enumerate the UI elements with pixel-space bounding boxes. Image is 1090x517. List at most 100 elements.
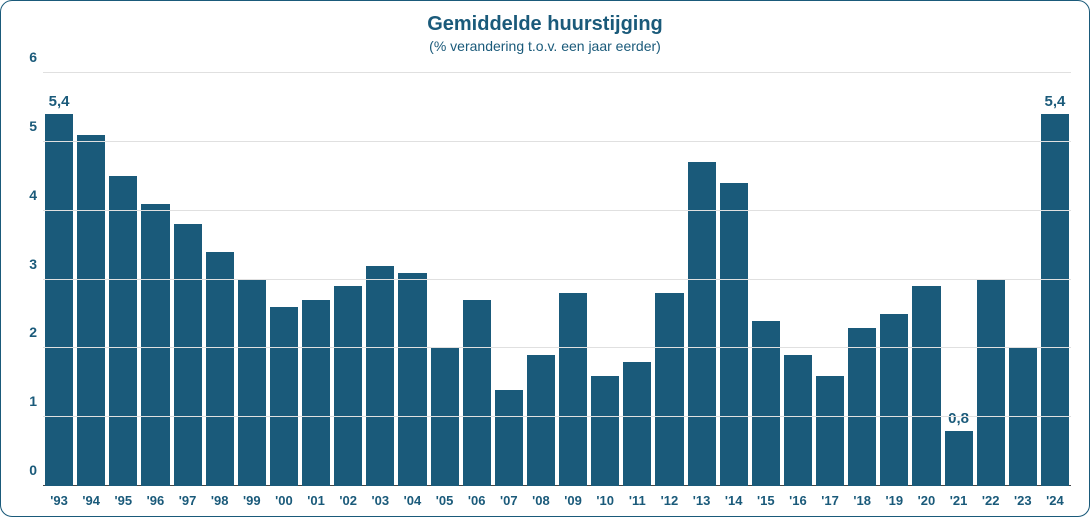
gridline [43, 210, 1071, 211]
bar-slot [270, 73, 298, 486]
x-tick-label: '01 [302, 493, 330, 508]
bar [655, 293, 683, 486]
bar-slot: 0,8 [945, 73, 973, 486]
bars-row: 5,4 0,8 5,4 [43, 73, 1071, 486]
bar [848, 328, 876, 486]
bar-slot [977, 73, 1005, 486]
y-tick-label: 6 [29, 49, 37, 65]
bar-slot [206, 73, 234, 486]
bar-slot [302, 73, 330, 486]
x-tick-label: '11 [623, 493, 651, 508]
y-tick-label: 1 [29, 393, 37, 409]
bar [1009, 348, 1037, 486]
bar-slot [495, 73, 523, 486]
y-tick-label: 0 [29, 462, 37, 478]
bar-value-label: 5,4 [1045, 93, 1066, 110]
plot-area: 5,40,85,4 0123456 [43, 73, 1071, 486]
x-tick-label: '07 [495, 493, 523, 508]
bar-slot [109, 73, 137, 486]
bar-slot [655, 73, 683, 486]
bar-slot [912, 73, 940, 486]
gridline [43, 416, 1071, 417]
x-tick-label: '04 [398, 493, 426, 508]
y-tick-label: 2 [29, 324, 37, 340]
chart-title: Gemiddelde huurstijging [21, 13, 1069, 36]
x-tick-label: '15 [752, 493, 780, 508]
gridline [43, 347, 1071, 348]
x-tick-label: '16 [784, 493, 812, 508]
x-tick-label: '13 [688, 493, 716, 508]
bar-slot [141, 73, 169, 486]
x-tick-label: '05 [431, 493, 459, 508]
y-tick-label: 3 [29, 256, 37, 272]
bar [206, 252, 234, 486]
y-tick-label: 5 [29, 118, 37, 134]
x-tick-label: '06 [463, 493, 491, 508]
chart-subtitle: (% verandering t.o.v. een jaar eerder) [21, 38, 1069, 54]
x-tick-label: '12 [655, 493, 683, 508]
x-tick-label: '97 [174, 493, 202, 508]
bar-slot [463, 73, 491, 486]
bar [495, 390, 523, 486]
bar [623, 362, 651, 486]
bar [784, 355, 812, 486]
chart-container: Gemiddelde huurstijging (% verandering t… [0, 0, 1090, 517]
bar [174, 224, 202, 486]
bar [463, 300, 491, 486]
x-tick-label: '23 [1009, 493, 1037, 508]
bar-slot [848, 73, 876, 486]
bar-slot [334, 73, 362, 486]
x-tick-label: '96 [141, 493, 169, 508]
x-tick-label: '94 [77, 493, 105, 508]
bar-slot [1009, 73, 1037, 486]
bar-slot [527, 73, 555, 486]
bar [945, 431, 973, 486]
x-tick-label: '20 [912, 493, 940, 508]
x-tick-label: '22 [977, 493, 1005, 508]
bar-slot [238, 73, 266, 486]
x-tick-label: '95 [109, 493, 137, 508]
bar [559, 293, 587, 486]
gridline [43, 141, 1071, 142]
bar-slot [880, 73, 908, 486]
y-tick-label: 4 [29, 187, 37, 203]
bar-slot [431, 73, 459, 486]
bar [688, 162, 716, 486]
bar-slot [591, 73, 619, 486]
bar-value-label: 5,4 [49, 93, 70, 110]
x-tick-label: '09 [559, 493, 587, 508]
x-tick-label: '17 [816, 493, 844, 508]
bar [45, 114, 73, 486]
x-tick-label: '24 [1041, 493, 1069, 508]
bar [270, 307, 298, 486]
x-tick-label: '99 [238, 493, 266, 508]
gridline [43, 279, 1071, 280]
x-tick-label: '19 [880, 493, 908, 508]
bar-slot: 5,4 [1041, 73, 1069, 486]
bar-slot [752, 73, 780, 486]
x-tick-label: '98 [206, 493, 234, 508]
x-tick-label: '93 [45, 493, 73, 508]
bar [141, 204, 169, 486]
bar [977, 280, 1005, 487]
x-tick-label: '00 [270, 493, 298, 508]
bar-slot [366, 73, 394, 486]
bar-slot: 5,4 [45, 73, 73, 486]
bar [752, 321, 780, 486]
bar-slot [398, 73, 426, 486]
bar-slot [174, 73, 202, 486]
x-tick-label: '02 [334, 493, 362, 508]
bar [302, 300, 330, 486]
x-tick-label: '08 [527, 493, 555, 508]
bar [1041, 114, 1069, 486]
x-tick-label: '18 [848, 493, 876, 508]
x-tick-label: '21 [945, 493, 973, 508]
bar [720, 183, 748, 486]
bar [334, 286, 362, 486]
bar [527, 355, 555, 486]
bar [880, 314, 908, 486]
bar [238, 280, 266, 487]
bar [398, 273, 426, 486]
bar [912, 286, 940, 486]
x-tick-label: '10 [591, 493, 619, 508]
